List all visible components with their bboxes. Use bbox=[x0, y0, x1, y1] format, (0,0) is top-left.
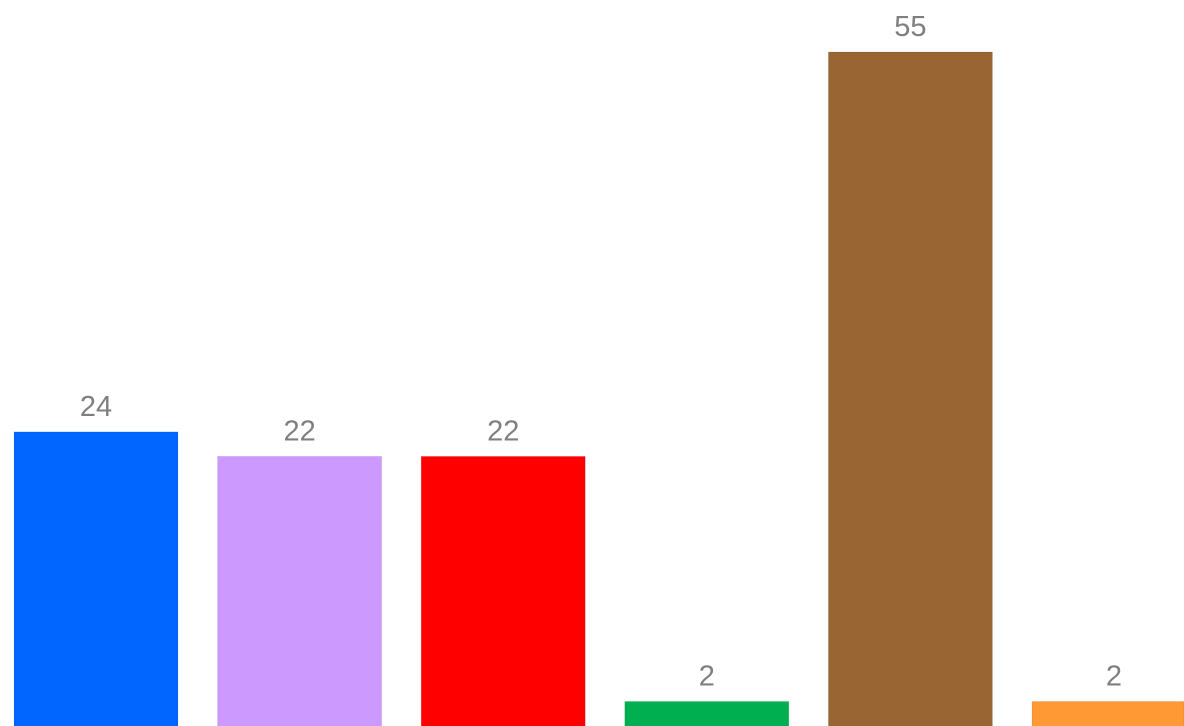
data-label-1: 24 bbox=[80, 391, 112, 423]
data-label-3: 22 bbox=[487, 415, 519, 447]
bars-group bbox=[13, 51, 1184, 726]
bar-4 bbox=[624, 701, 790, 726]
data-label-2: 22 bbox=[283, 415, 315, 447]
bar-1 bbox=[13, 431, 179, 726]
data-label-4: 2 bbox=[699, 661, 715, 693]
data-label-5: 55 bbox=[894, 11, 926, 43]
data-label-6: 2 bbox=[1106, 661, 1122, 693]
bar-2 bbox=[217, 455, 383, 726]
bar-3 bbox=[420, 455, 586, 726]
bar-5 bbox=[827, 51, 993, 726]
bar-6 bbox=[1031, 701, 1184, 726]
